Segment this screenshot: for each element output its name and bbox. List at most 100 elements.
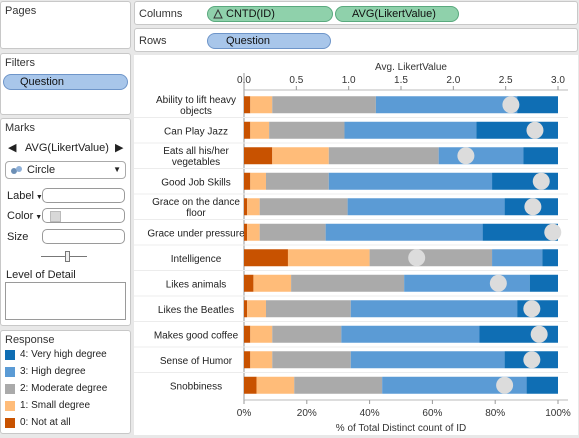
- bar-segment: [247, 223, 260, 241]
- label-shelf-label[interactable]: Label ▼: [7, 190, 43, 202]
- filters-panel[interactable]: Filters Question: [0, 53, 131, 115]
- triangle-icon: [213, 9, 223, 19]
- mark-type-label: Circle: [27, 164, 56, 176]
- bottom-axis-tick-label: 20%: [297, 408, 317, 419]
- level-of-detail-label: Level of Detail: [6, 269, 76, 281]
- bottom-axis-tick-label: 100%: [545, 408, 571, 419]
- row-label: floor: [186, 208, 206, 219]
- row-label: Ability to lift heavy: [156, 95, 236, 106]
- avg-circle: [408, 249, 426, 267]
- bottom-axis-tick-label: 0%: [237, 408, 252, 419]
- bar-segment: [492, 249, 543, 267]
- level-of-detail-shelf[interactable]: [5, 282, 126, 320]
- marks-measure-label: AVG(LikertValue): [25, 142, 109, 154]
- column-pill-avg-likert[interactable]: AVG(LikertValue): [335, 6, 459, 22]
- row-label: Snobbiness: [170, 381, 222, 392]
- mark-type-dropdown[interactable]: Circle ▼: [5, 161, 126, 179]
- bar-segment: [272, 325, 342, 343]
- bar-segment: [341, 325, 480, 343]
- bar-segment: [259, 198, 348, 216]
- row-label: Makes good coffee: [154, 330, 239, 341]
- legend-swatch: [5, 401, 15, 411]
- row-label: Grace on the dance: [152, 197, 240, 208]
- bar-segment: [526, 376, 558, 394]
- top-axis-tick-label: 2.0: [446, 75, 460, 86]
- response-legend: Response 4: Very high degree 3: High deg…: [0, 330, 131, 434]
- avg-circle: [524, 198, 542, 216]
- bar-segment: [250, 121, 270, 139]
- legend-swatch: [5, 367, 15, 377]
- avg-circle: [502, 96, 520, 114]
- bar-segment: [244, 96, 251, 114]
- bar-segment: [347, 198, 505, 216]
- legend-swatch: [5, 384, 15, 394]
- avg-circle: [523, 351, 541, 369]
- marks-panel: Marks ◀ AVG(LikertValue) ▶ Circle ▼ Labe…: [0, 118, 131, 326]
- color-shelf-field[interactable]: [42, 208, 125, 223]
- column-pill-label: AVG(LikertValue): [352, 8, 436, 20]
- rows-shelf[interactable]: Rows Question: [134, 28, 578, 52]
- bar-segment: [250, 325, 273, 343]
- bottom-axis-title: % of Total Distinct count of ID: [336, 423, 466, 434]
- chevron-down-icon: ▼: [113, 165, 121, 174]
- bar-segment: [291, 274, 405, 292]
- row-pill-question[interactable]: Question: [207, 33, 331, 49]
- bar-segment: [265, 172, 329, 190]
- bar-segment: [247, 198, 260, 216]
- bar-segment: [529, 274, 558, 292]
- bar-segment: [476, 121, 558, 139]
- avg-circle: [523, 300, 541, 318]
- bar-segment: [269, 121, 345, 139]
- avg-circle: [532, 172, 550, 190]
- prev-measure-icon[interactable]: ◀: [8, 142, 17, 154]
- size-slider-handle[interactable]: [65, 251, 70, 262]
- row-label: Can Play Jazz: [164, 126, 228, 137]
- bar-segment: [438, 147, 524, 165]
- bar-segment: [250, 96, 273, 114]
- bar-segment: [256, 376, 295, 394]
- bar-segment: [375, 96, 518, 114]
- column-pill-cntd-id[interactable]: CNTD(ID): [207, 6, 333, 22]
- bar-segment: [272, 147, 329, 165]
- top-axis-tick-label: 1.5: [394, 75, 408, 86]
- marks-title: Marks: [5, 122, 35, 134]
- bar-segment: [328, 147, 439, 165]
- bar-segment: [287, 249, 370, 267]
- size-slider[interactable]: [41, 251, 87, 262]
- bar-segment: [250, 172, 266, 190]
- label-shelf-field[interactable]: [42, 188, 125, 203]
- bar-segment: [523, 147, 558, 165]
- row-label: Sense of Humor: [160, 356, 233, 367]
- bar-segment: [382, 376, 527, 394]
- stacked-bar-chart[interactable]: Avg. LikertValue 0.0 0.5 1.0 1.5 2.0 2.5 3.0 0% 2…: [134, 55, 578, 435]
- top-axis-tick-label: 1.0: [342, 75, 356, 86]
- bar-segment: [247, 300, 266, 318]
- bar-segment: [244, 274, 254, 292]
- row-label: objects: [180, 106, 212, 117]
- filter-pill-question[interactable]: Question: [3, 74, 128, 90]
- size-shelf-field[interactable]: [42, 229, 125, 244]
- bar-segment: [344, 121, 477, 139]
- columns-shelf[interactable]: Columns CNTD(ID) AVG(LikertValue): [134, 1, 578, 25]
- bar-segment: [272, 96, 376, 114]
- bar-segment: [404, 274, 530, 292]
- circle-mark-icon: [11, 166, 22, 174]
- color-shelf-label[interactable]: Color ▼: [7, 210, 43, 222]
- avg-circle: [530, 325, 548, 343]
- row-label: vegetables: [172, 157, 220, 168]
- bar-segment: [244, 300, 248, 318]
- row-label: Grace under pressure: [147, 228, 245, 239]
- bar-segment: [350, 300, 518, 318]
- bar-segment: [294, 376, 383, 394]
- rows-label: Rows: [139, 35, 167, 47]
- next-measure-icon[interactable]: ▶: [115, 142, 124, 154]
- row-label: Good Job Skills: [161, 177, 230, 188]
- pages-panel[interactable]: Pages: [0, 1, 131, 49]
- bar-segment: [542, 249, 558, 267]
- columns-label: Columns: [139, 8, 183, 20]
- top-axis-tick-label: 0.5: [289, 75, 303, 86]
- bar-segment: [244, 172, 251, 190]
- chart-area[interactable]: Avg. LikertValue 0.0 0.5 1.0 1.5 2.0 2.5 3.0 0% 2…: [134, 55, 578, 435]
- bar-segment: [259, 223, 326, 241]
- bar-segment: [253, 274, 292, 292]
